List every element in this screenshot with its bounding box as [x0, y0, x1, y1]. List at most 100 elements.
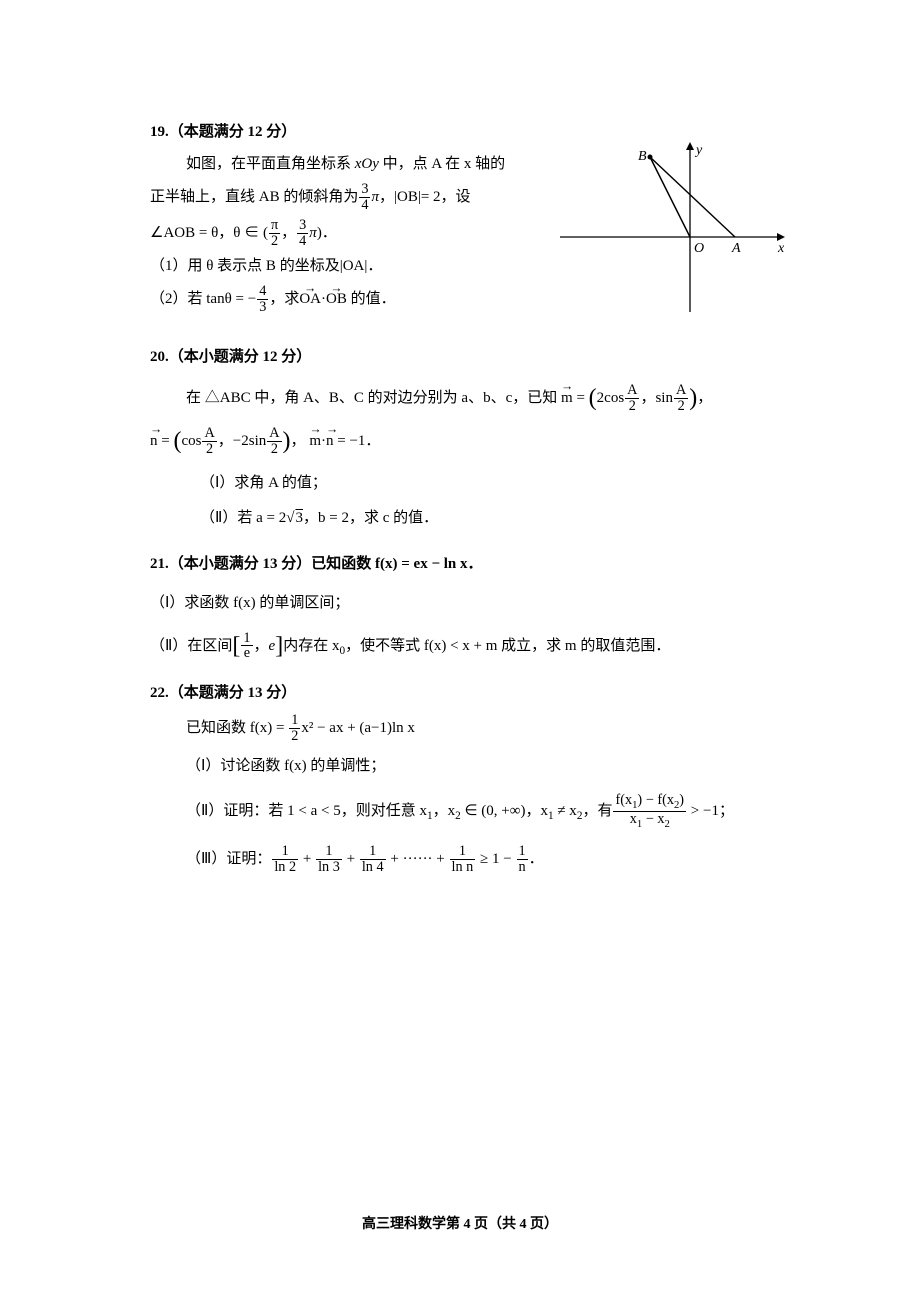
- q21-p2-a: （Ⅱ）在区间: [150, 637, 232, 653]
- q22-l1-a: 已知函数 f(x) =: [186, 720, 288, 736]
- q20-p2-b: ，b = 2，求 c 的值．: [303, 510, 438, 526]
- lbrack: [: [232, 632, 240, 658]
- q22-header: 22.（本题满分 13 分）: [150, 681, 770, 707]
- q19-line1: 如图，在平面直角坐标系 xOy 中，点 A 在 x 轴的: [186, 152, 510, 178]
- dots: + ······ +: [387, 851, 449, 867]
- sep3: ，: [254, 637, 269, 653]
- q21-part1: （Ⅰ）求函数 f(x) 的单调区间；: [150, 591, 770, 617]
- q21-p2-c: ，使不等式 f(x) < x + m 成立，求 m 的取值范围．: [345, 637, 670, 653]
- m-c1: 2cos: [597, 390, 625, 406]
- problem-21: 21.（本小题满分 13 分）已知函数 f(x) = ex − ln x． （Ⅰ…: [150, 552, 770, 662]
- q20-l2-m: ，: [291, 433, 310, 449]
- q19-line3: ∠AOB = θ，θ ∈ (π2，34π)．: [150, 218, 510, 249]
- q22-l1-b: x² − ax + (a−1)ln x: [301, 720, 415, 736]
- frac-pi-2: π2: [269, 218, 280, 249]
- q22-p2-a: （Ⅱ）证明：若 1 < a < 5，则对任意 x: [186, 803, 427, 819]
- q22-part1: （Ⅰ）讨论函数 f(x) 的单调性；: [186, 754, 770, 780]
- frac-A-2a: A2: [625, 383, 639, 414]
- q21-part2: （Ⅱ）在区间[1e，e]内存在 x0，使不等式 f(x) < x + m 成立，…: [150, 631, 770, 662]
- svg-text:O: O: [694, 241, 704, 256]
- vec-m2: m: [309, 429, 321, 455]
- vec-n2: n: [326, 429, 334, 455]
- q19-l2-a: 正半轴上，直线 AB 的倾斜角为: [150, 189, 358, 205]
- q20-l1-s: ，: [697, 390, 712, 406]
- frac-A-2c: A2: [202, 426, 216, 457]
- vec-OA: OA: [299, 287, 321, 313]
- q19-l1-b: 中，点 A 在 x 轴的: [379, 156, 505, 172]
- mn-eq: = −1．: [333, 433, 380, 449]
- q19-line2: 正半轴上，直线 AB 的倾斜角为34π，|OB|= 2，设: [150, 182, 510, 213]
- frac-1-e: 1e: [241, 631, 252, 662]
- plus2: +: [343, 851, 359, 867]
- f-ln4: 1ln 4: [360, 844, 386, 875]
- geq: ≥ 1 −: [476, 851, 515, 867]
- q20-header: 20.（本小题满分 12 分）: [150, 345, 770, 371]
- q19-part1: （1）用 θ 表示点 B 的坐标及|OA|．: [150, 254, 510, 280]
- f-lnn: 1ln n: [450, 844, 476, 875]
- rbrack: ]: [275, 632, 283, 658]
- period: ．: [529, 851, 544, 867]
- q20-p2-a: （Ⅱ）若 a = 2: [200, 510, 286, 526]
- q20-line1: 在 △ABC 中，角 A、B、C 的对边分别为 a、b、c，已知 m = (2c…: [186, 383, 770, 414]
- frac-4-3: 43: [257, 284, 268, 315]
- n-c2: −2sin: [233, 433, 266, 449]
- lparen: (: [589, 385, 597, 411]
- q22-p2-d: ≠ x: [554, 803, 577, 819]
- q22-part3: （Ⅲ）证明：1ln 2 + 1ln 3 + 1ln 4 + ······ + 1…: [186, 844, 770, 875]
- q21-p2-b: 内存在 x: [283, 637, 339, 653]
- q22-p2-c: ∈ (0, +∞)，x: [461, 803, 548, 819]
- q19-l1-a: 如图，在平面直角坐标系: [186, 156, 355, 172]
- frac-1-2: 12: [289, 713, 300, 744]
- q22-p3-a: （Ⅲ）证明：: [186, 851, 271, 867]
- eq1: =: [573, 390, 589, 406]
- sep: ，: [640, 390, 655, 406]
- n-c1: cos: [181, 433, 201, 449]
- q22-part2: （Ⅱ）证明：若 1 < a < 5，则对任意 x1，x2 ∈ (0, +∞)，x…: [186, 793, 770, 830]
- frac-3-4: 34: [359, 182, 370, 213]
- problem-20: 20.（本小题满分 12 分） 在 △ABC 中，角 A、B、C 的对边分别为 …: [150, 345, 770, 531]
- q20-l1-a: 在 △ABC 中，角 A、B、C 的对边分别为 a、b、c，已知: [186, 390, 557, 406]
- vec-m: m: [561, 386, 573, 412]
- svg-text:x: x: [777, 241, 785, 256]
- q19-l3-a: ∠AOB = θ，θ ∈ (: [150, 225, 268, 241]
- problem-22: 22.（本题满分 13 分） 已知函数 f(x) = 12x² − ax + (…: [150, 681, 770, 875]
- q21-header: 21.（本小题满分 13 分）已知函数 f(x) = ex − ln x．: [150, 552, 770, 578]
- sqrt3: 3: [295, 510, 304, 526]
- q19-p2-a: （2）若 tanθ = −: [150, 291, 256, 307]
- q22-line1: 已知函数 f(x) = 12x² − ax + (a−1)ln x: [186, 713, 770, 744]
- pi: π: [371, 189, 379, 205]
- svg-text:y: y: [694, 143, 703, 158]
- svg-text:B: B: [638, 149, 647, 164]
- f-ln2: 1ln 2: [272, 844, 298, 875]
- vec-OB: OB: [326, 287, 347, 313]
- page-footer: 高三理科数学第 4 页（共 4 页）: [0, 1213, 920, 1237]
- vec-n: n: [150, 429, 158, 455]
- q22-p2-f: > −1；: [687, 803, 734, 819]
- q19-l2-b: ，|OB|= 2，设: [379, 189, 471, 205]
- m-c2: sin: [655, 390, 673, 406]
- q19-p2-b: ，求: [269, 291, 299, 307]
- plus1: +: [299, 851, 315, 867]
- frac-A-2b: A2: [674, 383, 688, 414]
- pi2: π: [309, 225, 317, 241]
- problem-19: 19.（本题满分 12 分） 如图，在平面直角坐标系 xOy 中，点 A 在 x…: [150, 120, 770, 315]
- q20-line2: n = (cosA2，−2sinA2)， m·n = −1．: [150, 426, 770, 457]
- q22-p2-b: ，x: [433, 803, 456, 819]
- q20-part2: （Ⅱ）若 a = 2√3，b = 2，求 c 的值．: [200, 506, 770, 532]
- q19-xoy: xOy: [355, 156, 379, 172]
- svg-text:A: A: [731, 241, 741, 256]
- q22-p2-e: ，有: [582, 803, 612, 819]
- frac-3-4b: 34: [297, 218, 308, 249]
- rparen2: ): [283, 427, 291, 453]
- sep2: ，: [218, 433, 233, 449]
- diff-quotient: f(x1) − f(x2)x1 − x2: [613, 793, 686, 830]
- q19-content: 如图，在平面直角坐标系 xOy 中，点 A 在 x 轴的 正半轴上，直线 AB …: [150, 152, 770, 316]
- comma: ，: [281, 225, 296, 241]
- frac-A-2d: A2: [267, 426, 281, 457]
- q20-part1: （Ⅰ）求角 A 的值；: [200, 471, 770, 497]
- f-ln3: 1ln 3: [316, 844, 342, 875]
- f-1-n: 1n: [517, 844, 528, 875]
- q19-p2-c: 的值．: [347, 291, 396, 307]
- q19-figure: B y x O A: [560, 142, 790, 322]
- q19-part2: （2）若 tanθ = −43，求OA·OB 的值．: [150, 284, 510, 315]
